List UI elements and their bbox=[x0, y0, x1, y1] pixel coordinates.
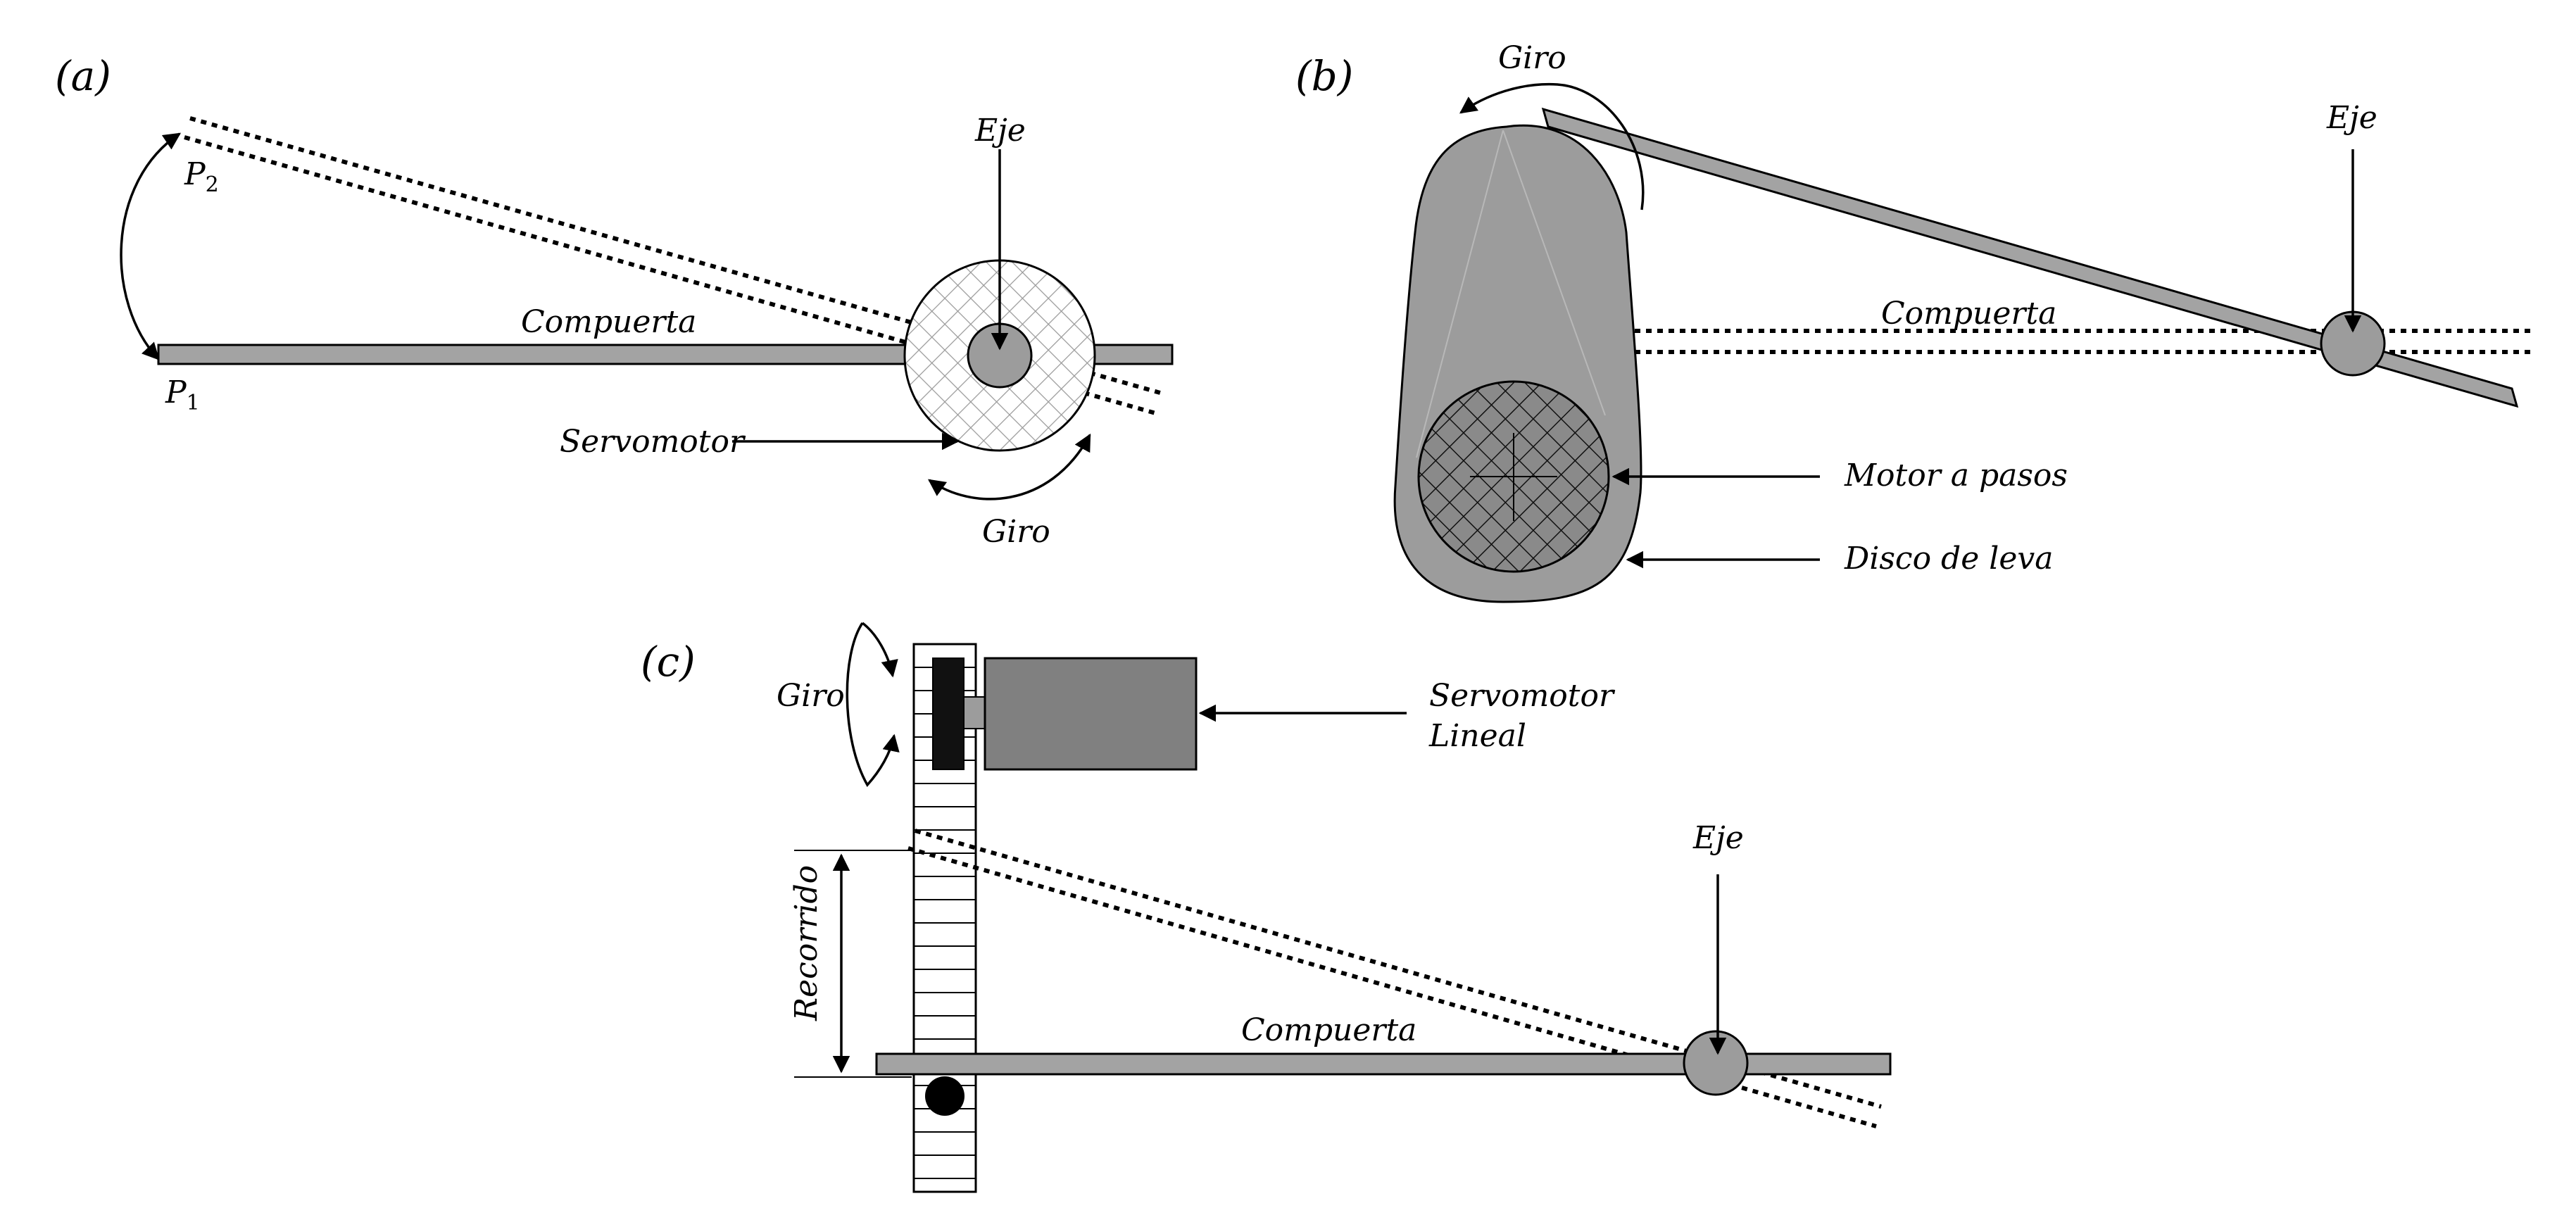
panel-c-label: (c) bbox=[641, 638, 696, 686]
giro-arrow-c-2 bbox=[861, 622, 898, 678]
recorrido-label: Recorrido bbox=[788, 865, 824, 1021]
giro-arrow-a bbox=[928, 433, 1091, 501]
rack-teeth bbox=[914, 667, 976, 1179]
pivot-c bbox=[1683, 1030, 1749, 1096]
compuerta-label-a: Compuerta bbox=[521, 304, 696, 340]
swing-arrow bbox=[120, 132, 182, 360]
cam-guide-lines bbox=[1416, 130, 1606, 458]
panel-a-label: (a) bbox=[55, 52, 111, 100]
p1-label: P1 bbox=[165, 375, 200, 415]
eje-label: Eje bbox=[974, 113, 1026, 149]
pinion-gear bbox=[932, 657, 965, 770]
disco-label: Disco de leva bbox=[1844, 541, 2053, 577]
giro-arrow-b bbox=[1459, 82, 1645, 210]
servomotor-label: Servomotor bbox=[560, 424, 746, 460]
panel-b-label: (b) bbox=[1295, 52, 1353, 100]
giro-label-c: Giro bbox=[777, 678, 845, 714]
servo-lineal-label-2: Lineal bbox=[1428, 718, 1526, 754]
panel-c: (c) Servomotor Lineal Giro Recorrido bbox=[641, 622, 1892, 1193]
compuerta-label-c: Compuerta bbox=[1241, 1012, 1416, 1048]
panel-a: (a) Eje P2 P1 Compuerta Servomotor Giro bbox=[55, 52, 1174, 550]
gate-closed-outline bbox=[1612, 329, 2534, 354]
p2-label: P2 bbox=[184, 156, 219, 197]
panel-b: (b) Eje Giro Compuerta Motor a pasos bbox=[1295, 40, 2534, 603]
eje-label-b: Eje bbox=[2326, 100, 2377, 136]
eje-label-c: Eje bbox=[1692, 820, 1744, 856]
compuerta-label-b: Compuerta bbox=[1881, 296, 2056, 332]
linear-servo-body bbox=[984, 657, 1198, 771]
servo-lineal-label-1: Servomotor bbox=[1429, 678, 1616, 714]
giro-label-b: Giro bbox=[1498, 40, 1566, 76]
motor-shaft bbox=[963, 696, 986, 729]
motor-label: Motor a pasos bbox=[1844, 458, 2068, 493]
gate-bar-b bbox=[1541, 107, 2519, 408]
rack-pin bbox=[925, 1076, 965, 1116]
giro-label-a: Giro bbox=[982, 514, 1050, 550]
giro-arrow-c-1 bbox=[846, 622, 900, 787]
